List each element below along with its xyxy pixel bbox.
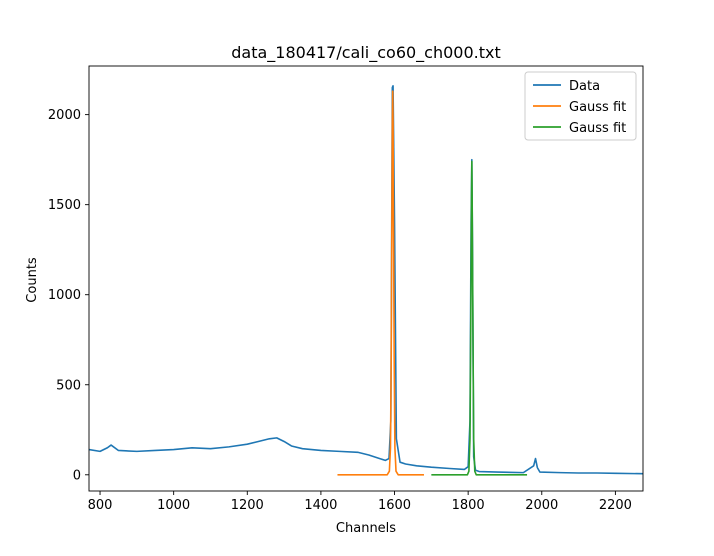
legend-label: Data (569, 79, 600, 94)
chart-title: data_180417/cali_co60_ch000.txt (231, 43, 501, 63)
plot-area (88, 65, 644, 492)
x-axis-label: Channels (336, 521, 396, 536)
plot-frame (88, 65, 644, 492)
x-tick-label: 800 (88, 498, 113, 513)
x-tick-label: 2200 (599, 498, 632, 513)
legend-label: Gauss fit (569, 121, 626, 136)
x-axis: 800 1000 1200 1400 1600 1800 2000 2200 (88, 491, 632, 513)
series-line-3 (431, 160, 528, 476)
y-axis: 0 500 1000 1500 2000 (48, 108, 89, 483)
y-tick-label: 1000 (48, 288, 81, 303)
y-tick-label: 500 (56, 378, 81, 393)
legend: Data Gauss fit Gauss fit (524, 71, 637, 141)
x-tick-label: 1400 (304, 498, 337, 513)
legend-box (524, 71, 637, 141)
series-line-2 (337, 90, 424, 476)
x-tick-label: 1200 (231, 498, 264, 513)
x-tick-label: 1000 (157, 498, 190, 513)
x-tick-label: 2000 (525, 498, 558, 513)
x-tick-label: 1600 (378, 498, 411, 513)
series-line-1 (89, 85, 643, 475)
y-axis-label: Counts (25, 257, 40, 303)
legend-label: Gauss fit (569, 100, 626, 115)
y-tick-label: 2000 (48, 108, 81, 123)
x-tick-label: 1800 (452, 498, 485, 513)
y-tick-label: 1500 (48, 198, 81, 213)
y-tick-label: 0 (73, 468, 81, 483)
